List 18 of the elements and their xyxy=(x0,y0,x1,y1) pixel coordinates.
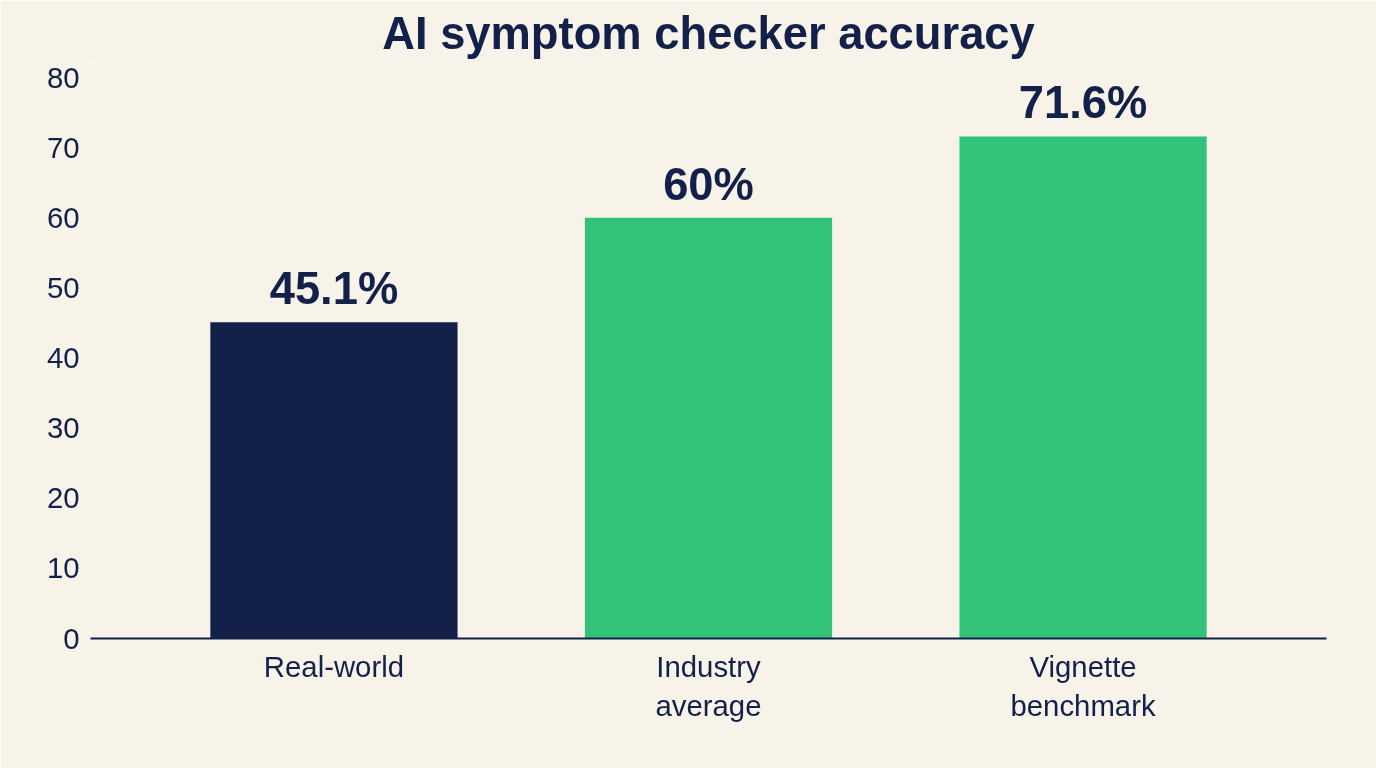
y-tick-label: 70 xyxy=(46,130,80,164)
y-tick-label: 20 xyxy=(46,481,80,515)
x-tick-label: Industry average xyxy=(655,649,762,723)
y-tick-label: 0 xyxy=(63,621,80,655)
y-tick-label: 60 xyxy=(46,200,80,234)
data-label: 60% xyxy=(663,158,754,210)
chart-title: AI symptom checker accuracy xyxy=(382,7,1035,59)
y-tick-label: 40 xyxy=(46,341,80,375)
y-tick-label: 10 xyxy=(46,551,80,585)
x-tick-label: Real-world xyxy=(263,649,405,683)
data-label: 45.1% xyxy=(269,263,399,315)
y-tick-label: 80 xyxy=(46,60,80,94)
x-tick-label: Vignette benchmark xyxy=(1010,649,1156,723)
y-tick-label: 30 xyxy=(46,411,80,445)
bar xyxy=(959,136,1207,639)
y-tick-label: 50 xyxy=(46,270,80,304)
bar xyxy=(584,217,833,639)
data-label: 71.6% xyxy=(1018,77,1148,129)
